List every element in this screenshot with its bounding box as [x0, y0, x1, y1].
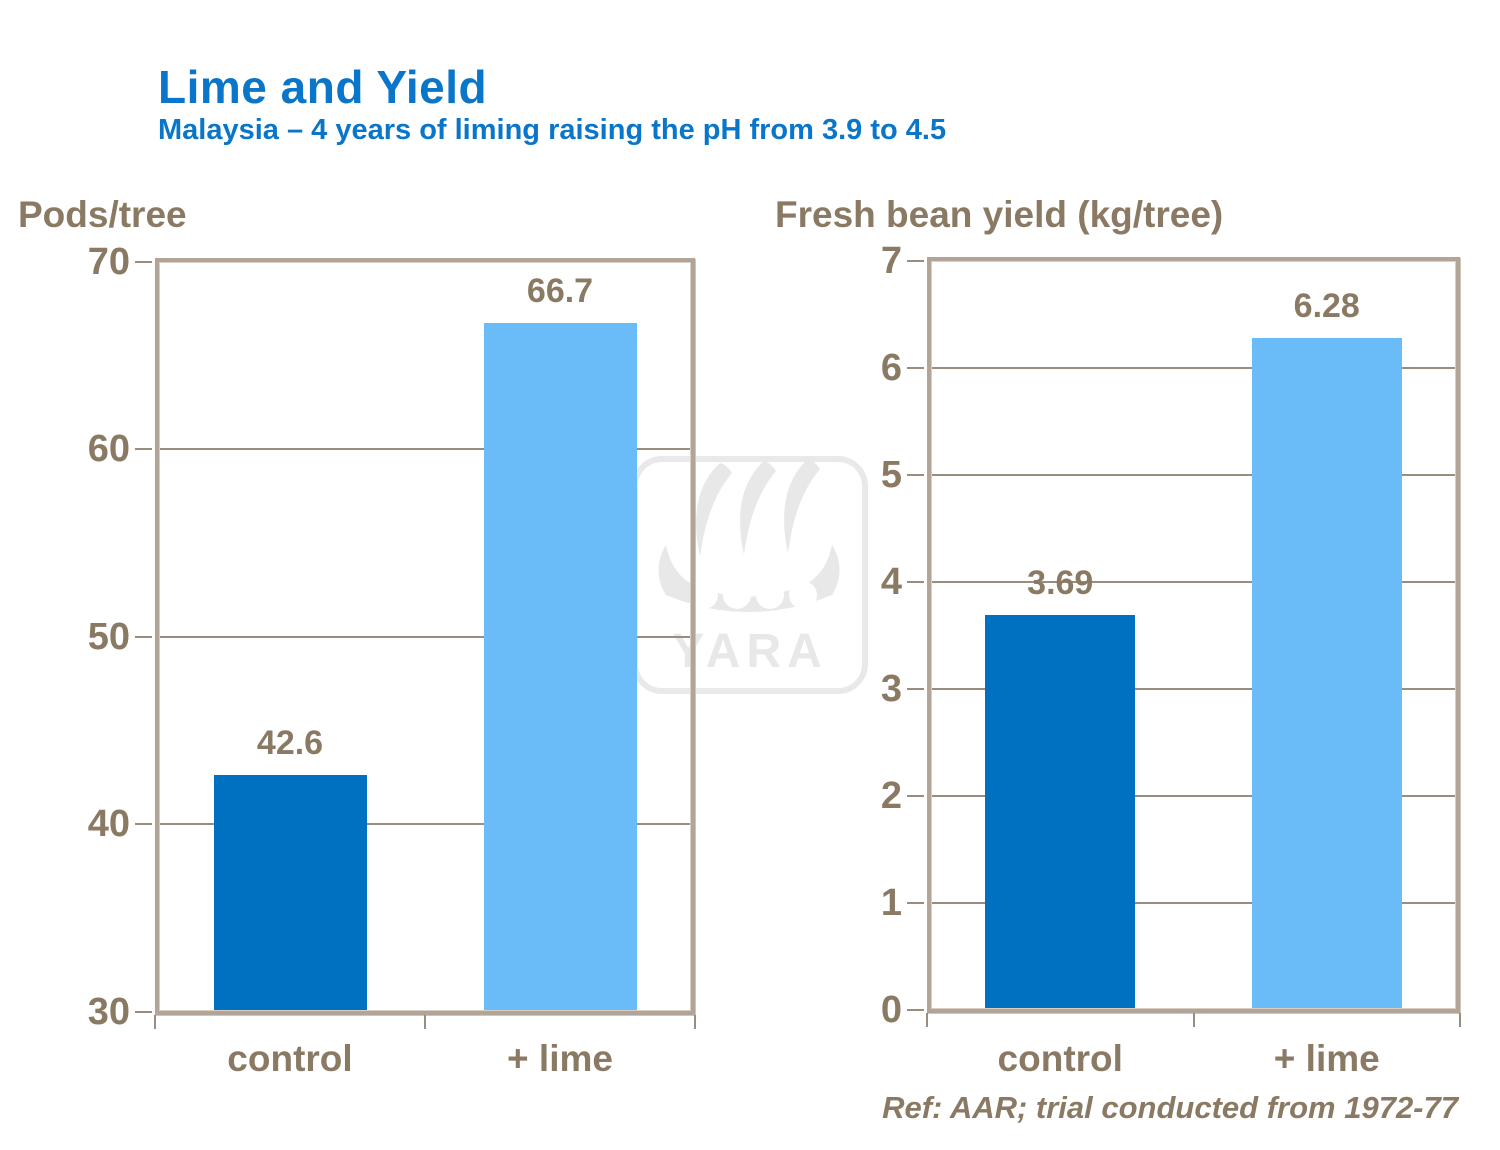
y-tick-label: 4 — [880, 560, 902, 603]
shield-icon — [690, 581, 718, 609]
sail-icon — [784, 459, 820, 553]
plot-frame — [155, 258, 695, 1015]
x-category-label: control — [997, 1038, 1123, 1079]
x-axis-tick — [424, 1015, 426, 1029]
bar-value-label: 66.7 — [526, 272, 594, 311]
right-chart-title: Fresh bean yield (kg/tree) — [775, 194, 1224, 235]
bar-value-label: 3.69 — [1027, 563, 1094, 602]
yara-watermark: YARA — [632, 456, 868, 694]
gridline — [159, 635, 691, 638]
reference-note: Ref: AAR; trial conducted from 1972-77 — [882, 1090, 1458, 1125]
watermark-wordmark: YARA — [672, 625, 828, 678]
y-axis-tick — [135, 448, 152, 450]
viking-ship-icon — [658, 459, 840, 612]
y-axis-tick — [135, 635, 152, 638]
y-tick-label: 1 — [880, 881, 902, 924]
y-axis-tick — [907, 794, 924, 797]
gridline — [159, 448, 691, 450]
gridline — [159, 823, 691, 825]
y-tick-label: 3 — [880, 667, 902, 710]
x-axis-tick — [154, 1015, 156, 1029]
y-axis-tick — [907, 687, 924, 690]
y-tick-label: 5 — [880, 453, 902, 496]
x-category-label: + lime — [507, 1038, 613, 1079]
x-axis-tick — [1192, 1013, 1195, 1027]
y-tick-label: 40 — [87, 803, 130, 845]
bar-control — [213, 775, 367, 1014]
bar-value-label: 42.6 — [256, 724, 324, 763]
bar-control — [985, 614, 1136, 1012]
page-subtitle: Malaysia – 4 years of liming raising the… — [158, 114, 947, 146]
y-tick-label: 50 — [87, 615, 130, 658]
y-tick-label: 7 — [880, 239, 902, 282]
y-axis-tick — [135, 823, 152, 825]
shield-icon — [756, 581, 784, 609]
gridline — [931, 473, 1456, 476]
gridline — [931, 901, 1456, 904]
x-category-label: + lime — [1273, 1038, 1380, 1079]
bar-value-label: 6.28 — [1293, 286, 1360, 325]
y-tick-label: 0 — [880, 988, 902, 1031]
x-axis-tick — [926, 1013, 928, 1027]
y-axis-tick — [907, 901, 924, 904]
bar-lime — [1251, 337, 1402, 1012]
y-axis-tick — [135, 260, 152, 263]
y-axis-tick — [907, 473, 924, 476]
gridline — [931, 794, 1456, 797]
y-axis-tick — [907, 366, 924, 369]
y-tick-label: 30 — [87, 990, 130, 1033]
sail-icon — [740, 461, 776, 555]
bar-lime — [483, 323, 637, 1014]
shield-icon — [723, 581, 751, 609]
gridline — [931, 366, 1456, 369]
y-tick-label: 2 — [880, 774, 902, 817]
gridline — [931, 580, 1456, 583]
x-axis-tick — [1459, 1013, 1461, 1027]
y-tick-label: 70 — [87, 240, 130, 283]
x-axis-tick — [694, 1015, 696, 1029]
shield-icon — [789, 581, 817, 609]
plot-frame — [927, 257, 1460, 1013]
page-title: Lime and Yield — [158, 61, 488, 113]
y-axis-tick — [907, 1008, 924, 1011]
y-axis-tick — [907, 259, 924, 262]
y-axis-tick — [907, 580, 924, 583]
y-tick-label: 6 — [880, 346, 902, 389]
x-category-label: control — [227, 1038, 353, 1079]
y-axis-tick — [135, 1010, 152, 1013]
sail-icon — [696, 463, 732, 557]
gridline — [931, 687, 1456, 690]
left-chart-title: Pods/tree — [18, 194, 187, 235]
y-tick-label: 60 — [87, 428, 130, 470]
